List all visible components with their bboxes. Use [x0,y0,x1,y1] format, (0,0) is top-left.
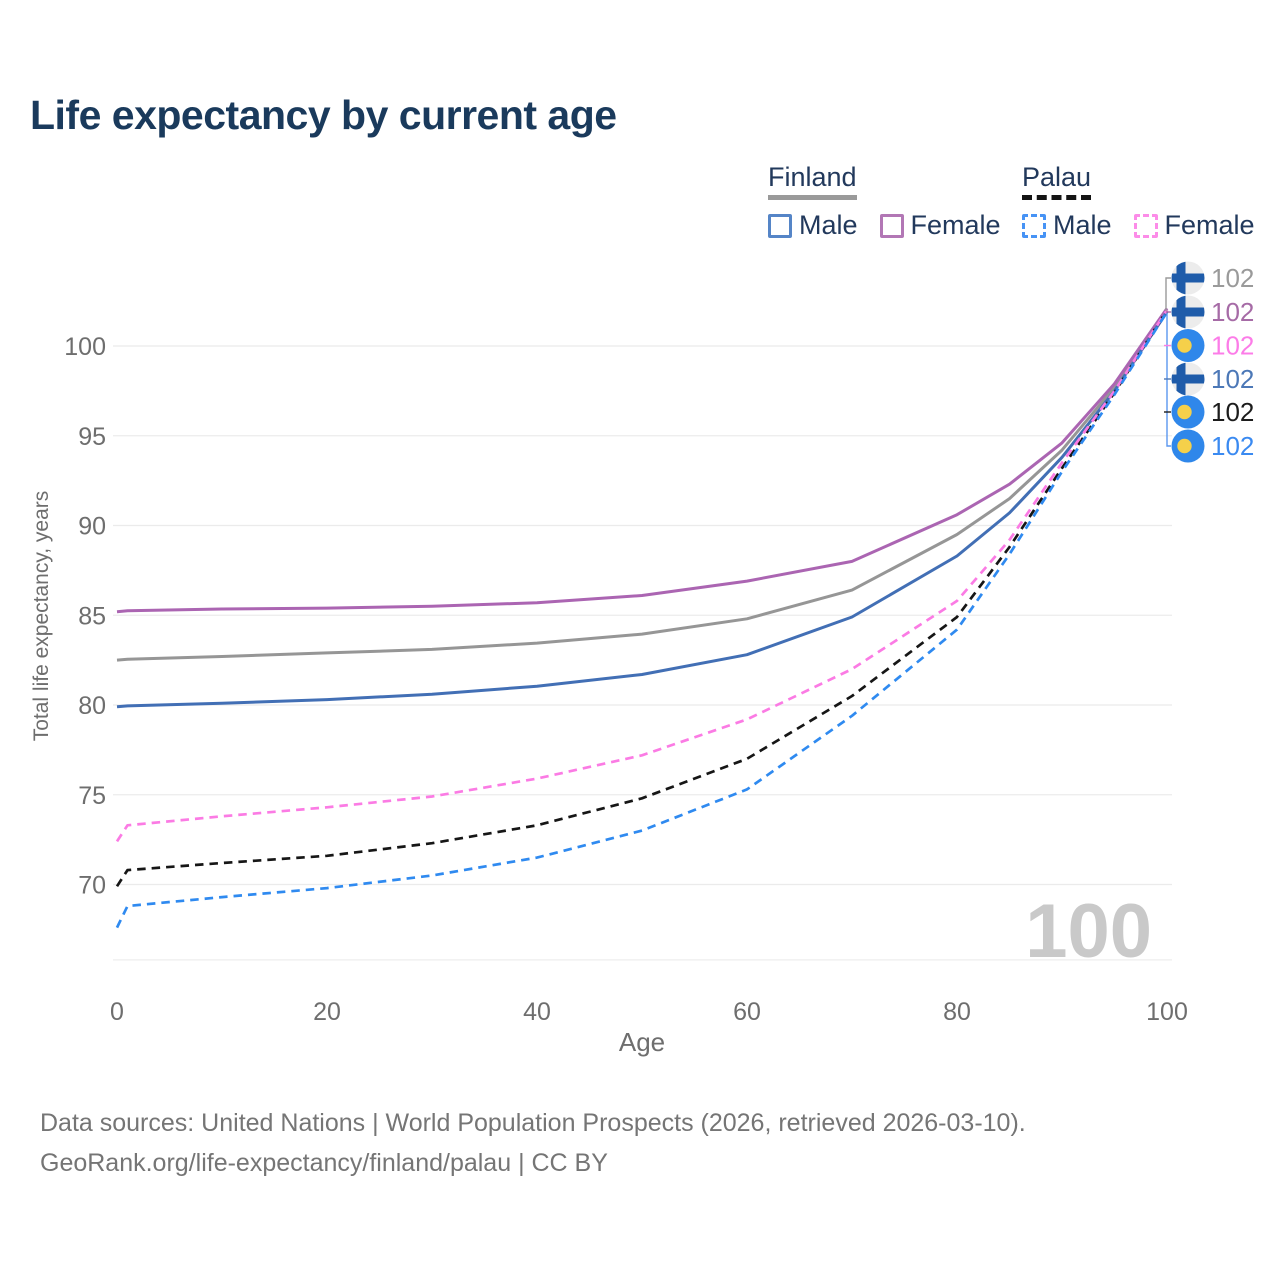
legend-item-label: Male [1053,210,1112,240]
series-line-palau-female[interactable] [115,309,1169,843]
finland-cross-vertical [1176,362,1186,396]
palau-flag-icon[interactable] [1171,429,1205,463]
x-tick-label: 20 [313,998,341,1026]
y-tick-label: 100 [64,333,106,361]
legend: Finland Male Female Palau Male [0,162,1280,242]
footer: Data sources: United Nations | World Pop… [40,1103,1026,1183]
y-tick-label: 85 [78,602,106,630]
data-sources-line: Data sources: United Nations | World Pop… [40,1109,1026,1137]
finland-cross-horizontal [1171,273,1205,283]
x-tick-label: 0 [110,998,124,1026]
legend-item-label: Male [799,210,858,240]
finland-flag-icon[interactable] [1171,261,1205,295]
legend-item-finland-male[interactable]: Male [768,210,858,241]
finland-cross-horizontal [1171,374,1205,384]
y-tick-label: 90 [78,513,106,541]
series-line-palau-all-[interactable] [115,309,1169,888]
end-value-label: 102 [1211,364,1254,394]
legend-item-label: Female [1164,210,1255,240]
palau-flag-icon[interactable] [1171,329,1205,362]
finland-flag-icon[interactable] [1171,362,1205,396]
palau-moon [1177,338,1192,353]
attribution-line: GeoRank.org/life-expectancy/finland/pala… [40,1149,608,1177]
x-tick-label: 40 [523,998,551,1026]
legend-item-palau-male[interactable]: Male [1022,210,1112,241]
end-value-label: 102 [1211,297,1254,327]
finland-cross-vertical [1176,295,1186,329]
series-line-palau-male[interactable] [115,311,1169,929]
leader-line-finland-all [1165,277,1171,311]
x-tick-label: 100 [1146,998,1188,1026]
series-line-finland-male[interactable] [116,311,1169,709]
legend-group-finland: Finland Male Female [768,162,1023,241]
y-axis-title: Total life expectancy, years [30,491,53,742]
legend-header-palau[interactable]: Palau [1022,162,1092,200]
palau-moon [1177,404,1192,420]
hover-age-watermark: 100 [1025,889,1152,974]
palau-flag-icon[interactable] [1171,395,1205,429]
finland-male-swatch [768,213,792,238]
y-tick-label: 80 [78,692,106,720]
finland-cross-vertical [1176,261,1186,295]
finland-female-swatch [879,213,904,238]
x-tick-label: 80 [943,998,971,1026]
legend-item-label: Female [910,210,1001,240]
end-value-label: 102 [1211,263,1254,293]
y-tick-label: 70 [78,872,106,900]
page-title: Life expectancy by current age [30,92,617,138]
y-tick-label: 75 [78,782,106,810]
y-tick-label: 95 [78,423,106,451]
x-axis-title: Age [619,1027,665,1057]
legend-item-finland-female[interactable]: Female [879,210,1001,241]
x-tick-label: 60 [733,998,761,1026]
series-line-finland-all-[interactable] [116,309,1169,662]
leader-line-palau-male [1166,313,1171,447]
legend-header-finland[interactable]: Finland [768,162,857,200]
series-line-finland-female[interactable] [116,307,1169,614]
end-value-label: 102 [1211,397,1254,427]
legend-item-palau-female[interactable]: Female [1133,210,1255,241]
end-value-label: 102 [1211,431,1254,461]
end-value-label: 102 [1211,331,1254,361]
palau-male-swatch [1022,213,1046,238]
finland-flag-icon[interactable] [1171,295,1205,329]
legend-group-palau: Palau Male Female [1022,162,1277,241]
finland-cross-horizontal [1171,307,1205,317]
palau-female-swatch [1133,213,1158,238]
palau-moon [1177,438,1192,454]
